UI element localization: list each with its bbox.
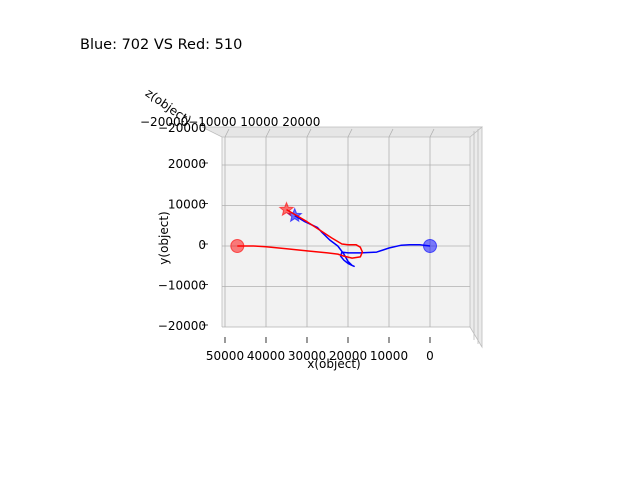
z-tick-labels: −20000−10000 10000 20000 bbox=[140, 115, 320, 129]
x-tick-label: 0 bbox=[426, 349, 434, 363]
chart-title: Blue: 702 VS Red: 510 bbox=[80, 37, 242, 53]
start-point-marker bbox=[423, 239, 437, 253]
y-axis-label: y(object) bbox=[157, 211, 171, 264]
start-point-marker bbox=[230, 239, 245, 253]
axes: 50000 40000 30000 20000 10000 020000100000−10… bbox=[158, 157, 434, 363]
x-gridline-top bbox=[265, 128, 271, 138]
x-gridline-top bbox=[306, 128, 312, 138]
series-line bbox=[294, 214, 431, 268]
y-tick-label: 10000 bbox=[168, 198, 206, 212]
x-gridline-top bbox=[347, 128, 353, 138]
grid bbox=[222, 128, 470, 328]
x-gridline-top bbox=[224, 128, 230, 138]
y-tick-label: 20000 bbox=[168, 157, 206, 171]
series-line bbox=[237, 208, 364, 259]
z-tick-labels-overlap: −20000 bbox=[158, 121, 206, 135]
series-group bbox=[230, 201, 437, 268]
x-gridline-top bbox=[429, 128, 435, 138]
axes-panes bbox=[201, 126, 484, 349]
end-point-marker bbox=[278, 201, 295, 217]
x-tick-label: 50000 bbox=[206, 349, 244, 363]
x-tick-label: 10000 bbox=[370, 349, 408, 363]
y-tick-label: −20000 bbox=[158, 319, 206, 333]
y-tick-label: 0 bbox=[198, 238, 206, 252]
right-pane bbox=[469, 126, 483, 349]
x-tick-label: 40000 bbox=[247, 349, 285, 363]
top-pane bbox=[201, 126, 484, 138]
x-tick-label: 20000 bbox=[329, 349, 367, 363]
y-tick-label: −10000 bbox=[158, 279, 206, 293]
x-tick-label: 30000 bbox=[288, 349, 326, 363]
back-pane bbox=[222, 137, 470, 327]
x-axis-label: x(object) bbox=[307, 357, 360, 371]
x-gridline-top bbox=[388, 128, 394, 138]
